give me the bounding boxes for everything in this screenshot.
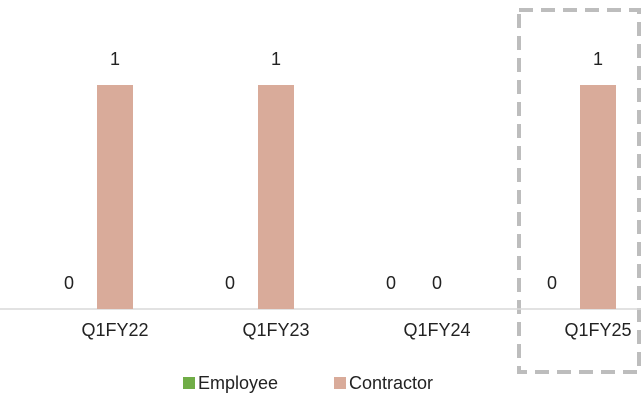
bar (97, 85, 133, 309)
x-tick-label: Q1FY22 (81, 320, 148, 340)
data-label: 0 (64, 273, 74, 293)
bar (258, 85, 294, 309)
legend-label: Employee (198, 373, 278, 393)
x-tick-label: Q1FY25 (564, 320, 631, 340)
data-label: 1 (271, 49, 281, 69)
legend-label: Contractor (349, 373, 433, 393)
data-label: 0 (386, 273, 396, 293)
bar (580, 85, 616, 309)
legend-swatch (334, 377, 346, 389)
data-label: 0 (547, 273, 557, 293)
data-label: 0 (225, 273, 235, 293)
legend-swatch (183, 377, 195, 389)
x-tick-label: Q1FY23 (242, 320, 309, 340)
data-label: 0 (432, 273, 442, 293)
data-label: 1 (110, 49, 120, 69)
data-label: 1 (593, 49, 603, 69)
highlight-box (517, 8, 641, 374)
x-tick-label: Q1FY24 (403, 320, 470, 340)
